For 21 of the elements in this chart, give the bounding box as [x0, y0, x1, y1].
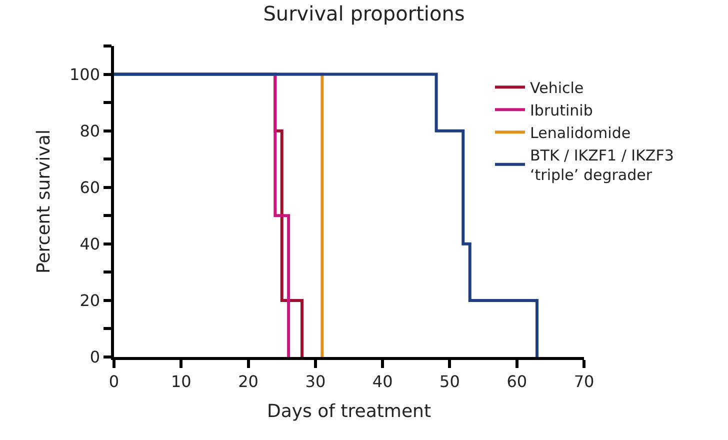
y-tick-label: 60 — [80, 178, 100, 197]
legend-label: Lenalidomide — [530, 124, 631, 142]
y-tick-label: 20 — [80, 291, 100, 310]
x-tick-label: 70 — [574, 372, 594, 391]
x-tick-label: 50 — [440, 372, 460, 391]
x-axis-title: Days of treatment — [266, 401, 432, 422]
y-axis-title: Percent survival — [34, 130, 55, 274]
legend-label: BTK / IKZF1 / IKZF3 ‘triple’ degrader — [530, 146, 674, 184]
y-tick-label: 40 — [80, 234, 100, 254]
legend-label: Vehicle — [530, 78, 584, 97]
x-tick-label: 60 — [506, 372, 528, 391]
chart-title: Survival proportions — [263, 2, 465, 26]
x-tick-label: 30 — [305, 372, 326, 391]
y-tick-label: 100 — [70, 64, 100, 84]
x-tick-label: 0 — [108, 372, 120, 391]
y-tick-label: 0 — [90, 348, 100, 367]
y-tick-label: 80 — [80, 121, 100, 140]
x-tick-label: 10 — [170, 372, 192, 391]
x-tick-label: 20 — [238, 372, 258, 391]
x-tick-label: 40 — [372, 372, 393, 391]
legend-label: Ibrutinib — [530, 101, 593, 120]
